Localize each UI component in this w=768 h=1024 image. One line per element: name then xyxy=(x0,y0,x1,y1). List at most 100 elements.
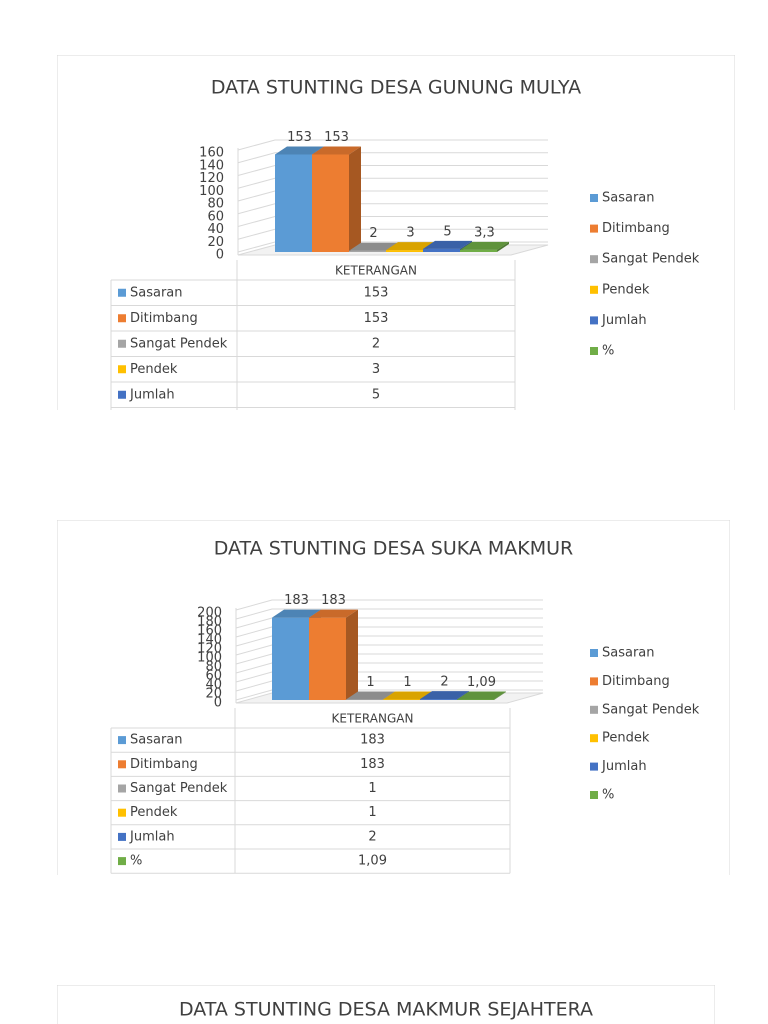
table-key xyxy=(118,736,126,745)
table-row-name: Jumlah xyxy=(129,829,175,844)
grid-line xyxy=(235,608,543,620)
y-tick-label: 140 xyxy=(199,158,224,173)
table-row-name: % xyxy=(130,413,142,428)
y-tick-label: 20 xyxy=(205,687,222,702)
legend-swatch xyxy=(590,316,598,325)
bar-top xyxy=(309,609,358,618)
table-key xyxy=(118,808,126,817)
legend-label: Pendek xyxy=(602,731,650,746)
bar-top xyxy=(272,609,321,618)
legend-label: % xyxy=(602,344,614,359)
table-row-name: Pendek xyxy=(130,362,178,377)
bar xyxy=(312,146,361,252)
bar-top xyxy=(457,691,506,700)
table-value: 153 xyxy=(364,285,389,300)
y-tick-label: 60 xyxy=(207,209,224,224)
bar-front xyxy=(423,248,460,252)
legend-swatch xyxy=(590,285,598,294)
data-label: 183 xyxy=(321,593,346,608)
legend-label: Sangat Pendek xyxy=(602,252,700,267)
data-label: 5 xyxy=(443,224,451,239)
legend-label: Jumlah xyxy=(601,313,647,328)
data-label: 1,09 xyxy=(467,675,496,690)
legend-swatch xyxy=(590,762,598,771)
data-label: 3,3 xyxy=(474,225,495,240)
bar-front xyxy=(309,617,346,700)
legend-label: Ditimbang xyxy=(602,221,670,236)
bar-front xyxy=(460,249,497,252)
bar-front xyxy=(349,250,386,252)
bar-top xyxy=(460,241,509,250)
table-row-name: Ditimbang xyxy=(130,757,198,772)
bar-front xyxy=(272,617,309,700)
y-tick-label: 120 xyxy=(197,642,222,657)
y-tick-label: 160 xyxy=(197,624,222,639)
table-header: KETERANGAN xyxy=(332,712,414,726)
table-value: 1,09 xyxy=(358,854,387,869)
table-value: 183 xyxy=(360,757,385,772)
data-label: 2 xyxy=(369,226,377,241)
y-tick-label: 140 xyxy=(197,633,222,648)
legend-swatch xyxy=(590,194,598,202)
chart-title: DATA STUNTING DESA MAKMUR SEJAHTERA xyxy=(179,999,593,1021)
bar-top xyxy=(383,691,432,700)
table-row-name: % xyxy=(130,854,142,869)
table-header: KETERANGAN xyxy=(335,264,417,278)
legend-label: % xyxy=(602,788,614,803)
table-value: 3,3 xyxy=(366,413,387,428)
y-tick-label: 40 xyxy=(207,222,224,237)
legend-label: Pendek xyxy=(602,282,650,297)
y-tick-label: 60 xyxy=(205,669,222,684)
legend-label: Sasaran xyxy=(602,646,655,661)
y-tick-label: 180 xyxy=(197,615,222,630)
table-key xyxy=(118,390,126,399)
bar-top xyxy=(349,242,398,251)
legend-label: Ditimbang xyxy=(602,674,670,689)
bar-top xyxy=(423,240,472,249)
table-row-name: Sasaran xyxy=(130,285,183,300)
grid-line xyxy=(237,139,548,151)
y-tick-label: 0 xyxy=(216,248,224,263)
table-key xyxy=(118,365,126,374)
table-key xyxy=(118,857,126,866)
bar-top xyxy=(420,691,469,700)
table-value: 1 xyxy=(368,805,376,820)
legend-label: Jumlah xyxy=(601,759,647,774)
table-value: 5 xyxy=(372,387,380,402)
table-border xyxy=(110,260,516,410)
legend-swatch xyxy=(590,791,598,799)
table-key xyxy=(118,314,126,323)
table-border xyxy=(110,708,511,874)
legend-label: Sangat Pendek xyxy=(602,702,700,717)
table-value: 2 xyxy=(368,829,376,844)
data-label: 2 xyxy=(440,675,448,690)
legend-swatch xyxy=(590,255,598,264)
grid-line xyxy=(237,152,548,164)
y-tick-label: 160 xyxy=(199,146,224,161)
table-value: 3 xyxy=(372,362,380,377)
bar xyxy=(457,691,506,700)
bar-side xyxy=(349,146,361,252)
legend-swatch xyxy=(590,677,598,686)
chart: DATA STUNTING DESA GUNUNG MULYA 020406080… xyxy=(57,55,735,428)
y-tick-label: 0 xyxy=(214,696,222,711)
legend-label: Sasaran xyxy=(602,191,655,206)
bar-top xyxy=(346,691,395,700)
bar xyxy=(460,241,509,252)
table-row-name: Sangat Pendek xyxy=(130,781,228,796)
bar-top xyxy=(275,146,324,155)
table-row-name: Sasaran xyxy=(130,733,183,748)
table-key xyxy=(118,832,126,841)
table-row-name: Ditimbang xyxy=(130,311,198,326)
data-label: 153 xyxy=(324,130,349,145)
bar-side xyxy=(494,691,506,700)
data-label: 153 xyxy=(287,130,312,145)
table-value: 1 xyxy=(368,781,376,796)
legend-swatch xyxy=(590,347,598,355)
table-key xyxy=(118,784,126,793)
y-tick-label: 80 xyxy=(207,197,224,212)
data-label: 1 xyxy=(403,675,411,690)
data-label: 1 xyxy=(366,675,374,690)
table-row-name: Jumlah xyxy=(129,387,175,402)
